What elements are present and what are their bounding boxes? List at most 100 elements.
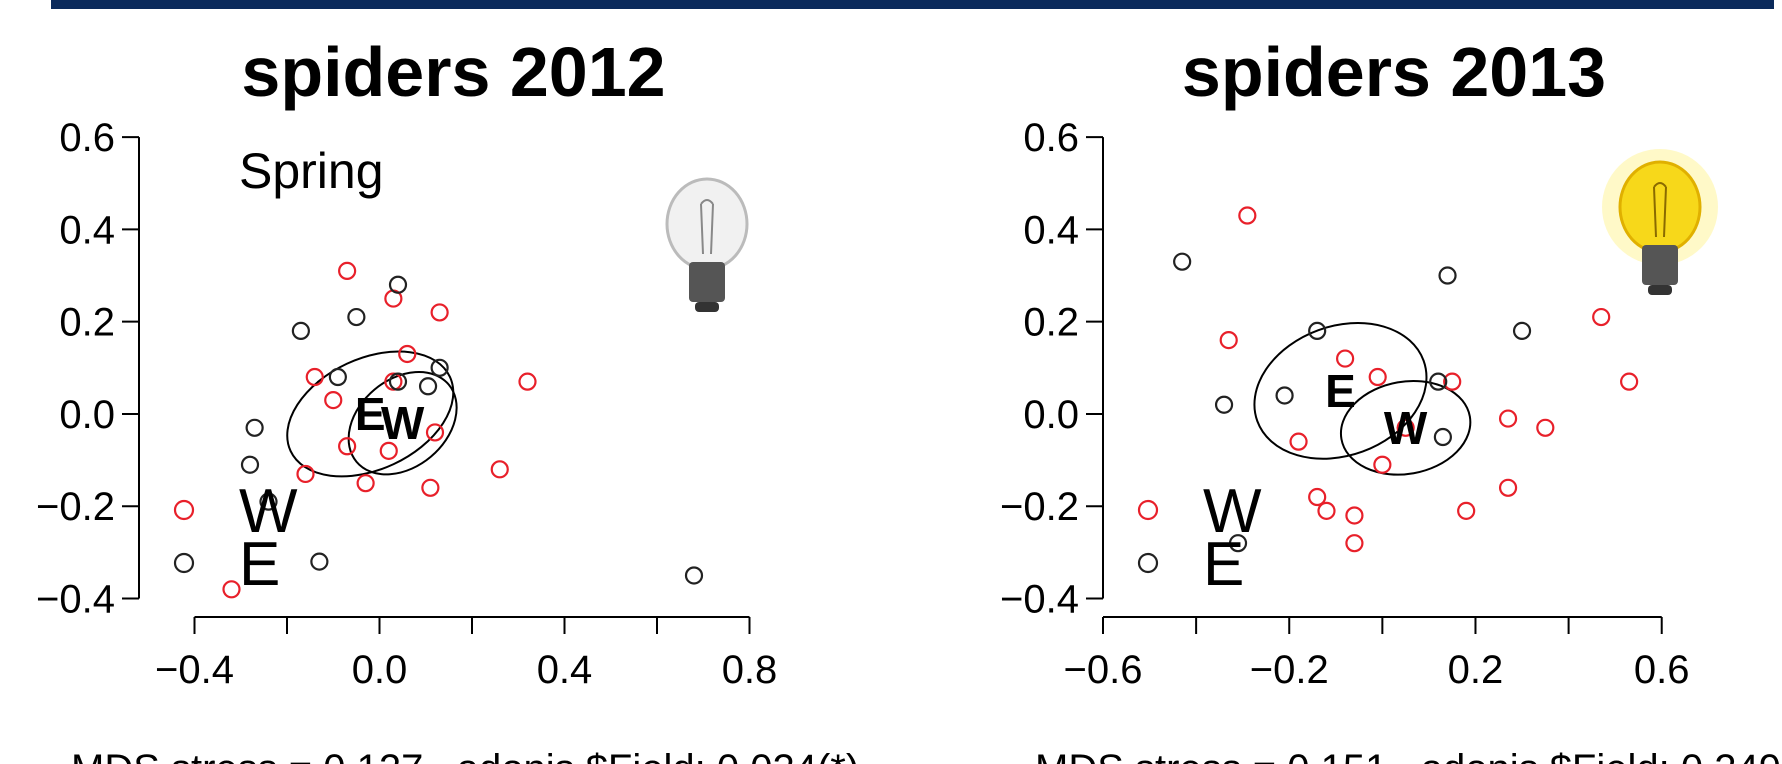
point <box>1429 372 1448 391</box>
point <box>1396 418 1415 437</box>
point <box>425 423 445 442</box>
y-tick-label: −0.4 <box>1000 578 1079 622</box>
group-ellipse <box>286 350 455 478</box>
point <box>259 492 278 511</box>
point <box>1512 321 1532 340</box>
point <box>518 372 537 391</box>
legend-symbol <box>173 552 195 574</box>
point <box>338 437 357 456</box>
point <box>1592 307 1611 327</box>
x-tick-label: −0.2 <box>1250 648 1329 692</box>
point <box>1308 321 1327 340</box>
point <box>1214 395 1234 414</box>
x-tick-label: 0.6 <box>1634 648 1690 692</box>
point <box>1536 418 1555 437</box>
point <box>305 367 324 387</box>
y-tick-label: 0.6 <box>1023 116 1079 160</box>
x-tick-label: 0.0 <box>352 648 408 692</box>
point <box>490 460 509 479</box>
y-tick-label: −0.4 <box>36 578 115 622</box>
legend-symbol <box>1137 552 1159 574</box>
x-tick-label: −0.6 <box>1064 648 1143 692</box>
point <box>421 478 440 497</box>
point <box>1308 487 1327 507</box>
y-tick-label: 0.4 <box>59 208 115 252</box>
legend-label: E <box>1203 530 1244 599</box>
ellipse-label: W <box>381 397 425 449</box>
legend-label: E <box>239 530 280 599</box>
group-ellipse <box>1339 379 1472 476</box>
y-tick-label: 0.0 <box>59 393 115 437</box>
point <box>1336 349 1355 368</box>
point <box>398 344 417 364</box>
x-tick-label: 0.2 <box>1448 648 1504 692</box>
point <box>1173 252 1192 271</box>
point <box>1368 367 1387 387</box>
point <box>684 566 704 585</box>
group-ellipse <box>1253 322 1428 460</box>
point <box>356 474 375 493</box>
point <box>1238 206 1257 225</box>
x-tick-label: 0.8 <box>722 648 778 692</box>
annotation: Spring <box>239 143 384 199</box>
point <box>1317 501 1336 520</box>
x-tick-label: 0.4 <box>537 648 593 692</box>
point <box>245 418 264 437</box>
point <box>1289 432 1308 451</box>
chart-title: spiders 2012 <box>241 33 665 111</box>
ellipse-label: E <box>355 388 386 440</box>
point <box>1219 331 1238 350</box>
y-tick-label: 0.4 <box>1023 208 1079 252</box>
legend-label: W <box>239 477 298 546</box>
point <box>222 580 241 599</box>
point <box>1498 409 1518 428</box>
point <box>1373 455 1392 474</box>
point <box>384 372 403 391</box>
point <box>379 441 398 460</box>
point <box>1275 386 1294 405</box>
legend-symbol <box>173 499 195 521</box>
point <box>1433 427 1452 447</box>
point <box>1443 372 1462 391</box>
y-tick-label: −0.2 <box>36 485 115 529</box>
point <box>1345 506 1364 525</box>
point <box>430 358 449 377</box>
ellipse-label: E <box>1325 365 1356 417</box>
footer-note: MDS stress = 0.127 , adonis $Field: 0.02… <box>71 747 859 764</box>
point <box>418 377 438 396</box>
point <box>388 275 408 294</box>
legend-symbol <box>1137 499 1159 521</box>
chart-title: spiders 2013 <box>1182 33 1606 111</box>
point <box>1457 501 1476 520</box>
point <box>1228 534 1248 553</box>
point <box>296 464 315 484</box>
point <box>388 372 408 391</box>
bulb-off <box>665 177 749 312</box>
point <box>347 307 366 327</box>
x-tick-label: −0.4 <box>155 648 234 692</box>
bulb-on <box>1602 149 1718 295</box>
y-tick-label: −0.2 <box>1000 485 1079 529</box>
point <box>324 391 343 410</box>
point <box>240 455 260 474</box>
point <box>291 321 310 340</box>
group-ellipse <box>347 370 458 476</box>
y-tick-label: 0.0 <box>1023 393 1079 437</box>
y-tick-label: 0.2 <box>59 301 115 345</box>
point <box>338 261 357 280</box>
point <box>328 367 347 387</box>
y-tick-label: 0.2 <box>1023 301 1079 345</box>
y-tick-label: 0.6 <box>59 116 115 160</box>
point <box>1345 534 1364 553</box>
point <box>430 303 449 322</box>
point <box>310 552 329 571</box>
point <box>1620 372 1639 391</box>
header-bar <box>51 0 1774 9</box>
ellipse-label: W <box>1384 402 1428 454</box>
legend-label: W <box>1203 477 1262 546</box>
point <box>1498 478 1518 497</box>
footer-note: MDS stress = 0.151 , adonis $Field: 0.24… <box>1035 747 1782 764</box>
point <box>1438 266 1457 285</box>
